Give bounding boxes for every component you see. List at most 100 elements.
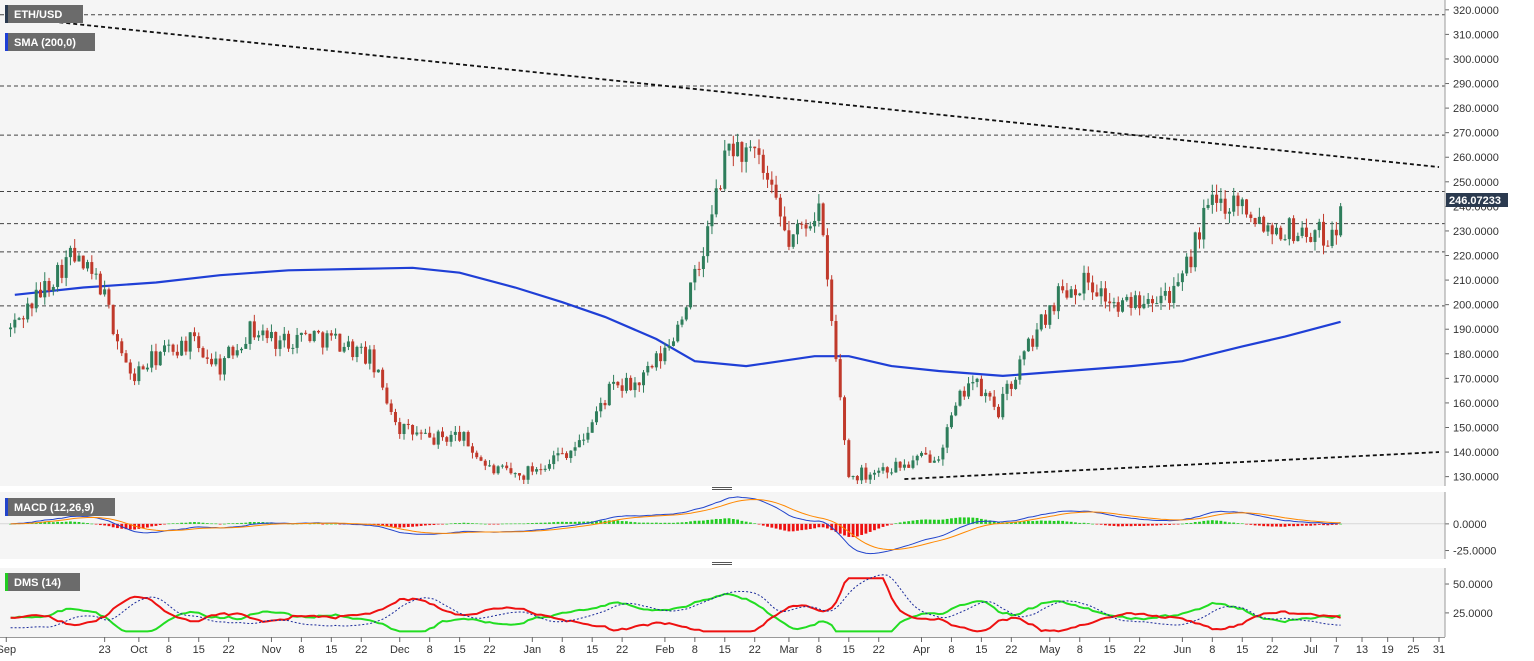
time-tick-label-28: 15 — [975, 644, 987, 656]
macd-hist-bar — [94, 523, 98, 525]
time-tick-label-4: 15 — [193, 644, 205, 656]
candle — [701, 247, 705, 278]
candle-body — [1142, 303, 1146, 309]
macd-hist-bar — [1039, 520, 1043, 524]
macd-splitter-handle[interactable] — [0, 486, 1445, 492]
candle-body — [295, 334, 299, 348]
macd-hist-bar — [1159, 523, 1163, 526]
time-tick-label-30: May — [1039, 644, 1060, 656]
candle — [488, 460, 492, 467]
candle — [1274, 224, 1278, 236]
candle-body — [706, 226, 710, 257]
candle — [496, 465, 500, 475]
candle — [231, 345, 235, 360]
candle-body — [201, 348, 205, 358]
candle — [736, 133, 740, 157]
candle-body — [235, 350, 239, 356]
candle-body — [616, 381, 620, 386]
candle — [594, 406, 598, 425]
candle — [43, 272, 47, 305]
macd-hist-bar — [646, 522, 650, 524]
candle — [1159, 287, 1163, 310]
macd-hist-bar — [1014, 522, 1017, 524]
candle — [1330, 221, 1334, 249]
label-sma-200[interactable]: SMA (200,0) — [5, 33, 95, 51]
time-tick-label-22: Mar — [779, 644, 798, 656]
candle-body — [954, 405, 958, 416]
price-tick-label-2: 300.0000 — [1453, 54, 1499, 66]
candle-body — [355, 346, 359, 358]
time-tick-label-11: 8 — [427, 644, 433, 656]
candle — [351, 339, 355, 361]
candle — [996, 404, 1000, 419]
candle-body — [1082, 272, 1086, 294]
macd-hist-bar — [560, 521, 564, 524]
candle-body — [967, 383, 971, 397]
candle — [1048, 305, 1052, 329]
candle — [295, 327, 299, 354]
candle — [1334, 221, 1338, 245]
macd-hist-bar — [1245, 523, 1248, 525]
candle — [1155, 296, 1159, 305]
macd-hist-bar — [210, 523, 213, 525]
candle — [1163, 282, 1167, 301]
time-tick-label-41: 19 — [1382, 644, 1394, 656]
candle-body — [372, 349, 376, 373]
macd-hist-bar — [1125, 523, 1129, 527]
candle-body — [1163, 290, 1167, 296]
candle-body — [633, 382, 637, 391]
candle-body — [111, 304, 115, 335]
macd-hist-bar — [526, 523, 530, 524]
macd-hist-bar — [714, 518, 718, 524]
macd-hist-bar — [727, 518, 731, 524]
candle — [192, 327, 196, 342]
candle-body — [1219, 198, 1223, 203]
macd-hist-bar — [133, 523, 136, 530]
candle — [830, 275, 834, 326]
time-tick-label-42: 25 — [1407, 644, 1419, 656]
candle — [1073, 284, 1077, 305]
candle — [731, 135, 735, 167]
dms-splitter-handle[interactable] — [0, 559, 1445, 568]
macd-hist-bar — [1061, 520, 1065, 524]
macd-hist-bar — [1009, 522, 1013, 524]
candle-body — [458, 431, 462, 441]
label-eth-usd[interactable]: ETH/USD — [5, 5, 83, 23]
price-panel[interactable] — [0, 0, 1445, 486]
macd-hist-bar — [317, 523, 320, 525]
candle — [1313, 229, 1317, 251]
candle — [1185, 253, 1189, 277]
macd-hist-bar — [257, 522, 261, 524]
candle-body — [868, 474, 872, 480]
candle — [158, 350, 162, 366]
macd-hist-bar — [693, 520, 697, 524]
macd-hist-bar — [453, 523, 457, 524]
candle — [1219, 188, 1223, 212]
candle-body — [291, 347, 295, 349]
macd-hist-bar — [903, 521, 906, 524]
candle-body — [838, 359, 842, 398]
candle — [924, 447, 928, 455]
candle — [663, 342, 667, 365]
candle-body — [214, 358, 218, 365]
candle-body — [154, 351, 158, 366]
time-tick-label-32: 15 — [1104, 644, 1116, 656]
macd-hist-bar — [509, 523, 513, 525]
candle-body — [1061, 286, 1065, 291]
candle-body — [462, 432, 466, 441]
candle — [68, 245, 72, 266]
candle — [312, 330, 316, 343]
macd-panel[interactable] — [0, 492, 1445, 559]
candle — [577, 434, 581, 448]
macd-hist-bar — [1334, 523, 1338, 525]
label-dms[interactable]: DMS (14) — [5, 573, 80, 591]
candle — [624, 372, 628, 394]
macd-hist-bar — [1133, 523, 1137, 526]
candle — [971, 375, 975, 391]
candle — [590, 419, 594, 433]
macd-hist-bar — [98, 523, 102, 526]
label-macd[interactable]: MACD (12,26,9) — [5, 498, 115, 516]
candle — [975, 377, 979, 388]
candle-body — [872, 472, 876, 475]
